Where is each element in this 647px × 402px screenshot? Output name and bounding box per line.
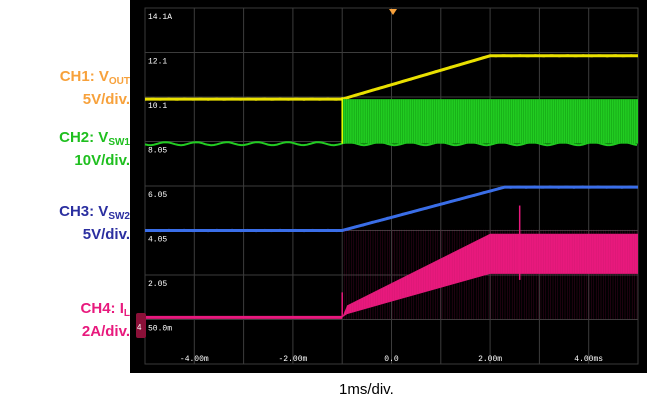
- markers: 4: [136, 9, 397, 338]
- trace-1-noise: [144, 54, 638, 101]
- level-label: 2.05: [148, 280, 167, 289]
- level-label: 4.05: [148, 236, 167, 245]
- x-tick-label: -2.00m: [278, 355, 307, 364]
- level-labels: 14.1A 12.1 10.1 8.05 6.05 4.05 2.05 50.0m: [148, 13, 172, 334]
- level-label: 6.05: [148, 191, 167, 200]
- level-label: 14.1A: [148, 13, 172, 22]
- channel-2-label: CH2: VSW1 10V/div.: [59, 129, 130, 169]
- trace-2-switching-band: [342, 99, 638, 144]
- ch4-ground-marker-label: 4: [137, 323, 142, 332]
- channel-1-label: CH1: VOUT 5V/div.: [59, 68, 130, 108]
- x-tick-label: 4.00ms: [574, 355, 603, 364]
- x-tick-labels: -4.00m -2.00m 0.0 2.00m 4.00ms: [180, 355, 603, 364]
- trace-4-ripple-band: [342, 233, 638, 318]
- trigger-position-marker: [389, 9, 397, 15]
- channel-3-label: CH3: VSW2 5V/div.: [59, 203, 130, 243]
- ch4-ground-marker: [136, 313, 146, 338]
- level-label: 10.1: [148, 102, 167, 111]
- x-tick-label: 0.0: [384, 355, 399, 364]
- x-tick-label: 2.00m: [478, 355, 502, 364]
- level-label: 12.1: [148, 58, 167, 67]
- trace-2-baseline: [144, 141, 638, 147]
- x-tick-label: -4.00m: [180, 355, 209, 364]
- trace-3-noise: [144, 185, 638, 233]
- level-label: 8.05: [148, 147, 167, 156]
- channel-4-label: CH4: IL 2A/div.: [80, 300, 130, 340]
- timebase-label: 1ms/div.: [339, 381, 394, 398]
- level-label: 50.0m: [148, 325, 172, 334]
- traces: [144, 54, 638, 320]
